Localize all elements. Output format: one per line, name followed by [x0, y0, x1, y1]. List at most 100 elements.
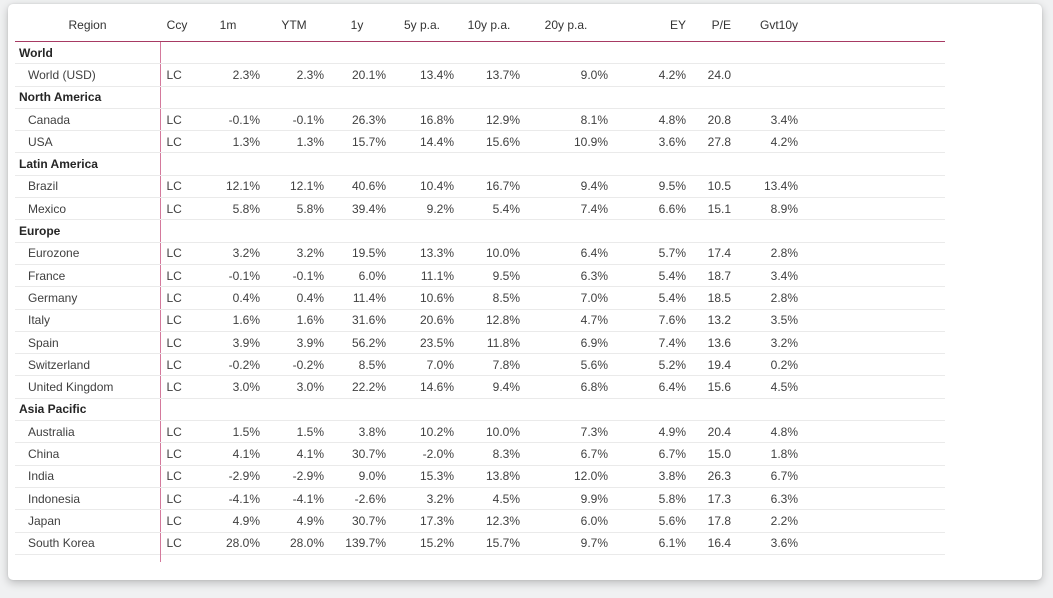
section-empty-cell: [194, 85, 262, 109]
value-cell: 4.9%: [610, 420, 688, 444]
value-cell: LC: [159, 465, 194, 488]
column-header-5y-p-a-: 5y p.a.: [388, 9, 456, 42]
value-cell: 9.5%: [610, 175, 688, 199]
table-body: World World (USD) LC 2.3% 2.3% 20.1% 13.4% 13.7…: [15, 40, 945, 555]
value-cell: 4.5%: [456, 487, 522, 511]
value-cell: 0.2%: [733, 353, 800, 377]
value-cell: 4.2%: [733, 130, 800, 154]
value-cell: 15.6: [688, 375, 733, 399]
spacer-cell: [800, 286, 945, 310]
section-empty-cell: [388, 219, 456, 243]
value-cell: 23.5%: [388, 331, 456, 355]
value-cell: 9.5%: [456, 264, 522, 288]
table-row: China LC 4.1% 4.1% 30.7% -2.0% 8.3% 6.7% 6.7% 15.…: [15, 442, 945, 466]
value-cell: 10.2%: [388, 420, 456, 444]
region-label: Australia: [15, 420, 160, 444]
value-cell: 9.2%: [388, 197, 456, 221]
region-label: France: [15, 264, 160, 288]
value-cell: 15.7%: [326, 130, 388, 154]
value-cell: 24.0: [688, 63, 733, 87]
value-cell: 1.6%: [194, 309, 262, 332]
table-row: Mexico LC 5.8% 5.8% 39.4% 9.2% 5.4% 7.4% 6.6% 15.…: [15, 197, 945, 221]
value-cell: 3.4%: [733, 264, 800, 288]
region-label: Japan: [15, 509, 160, 533]
value-cell: 10.4%: [388, 175, 456, 199]
value-cell: 40.6%: [326, 175, 388, 199]
value-cell: 12.8%: [456, 309, 522, 332]
value-cell: 56.2%: [326, 331, 388, 355]
value-cell: 16.8%: [388, 108, 456, 132]
spacer-cell: [800, 465, 945, 488]
column-header-spacer: [800, 9, 945, 42]
region-label: Italy: [15, 309, 160, 332]
section-empty-cell: [326, 219, 388, 243]
region-label: Germany: [15, 286, 160, 310]
value-cell: 6.6%: [610, 197, 688, 221]
value-cell: LC: [159, 264, 194, 288]
section-empty-cell: [262, 152, 326, 176]
table-row: Eurozone LC 3.2% 3.2% 19.5% 13.3% 10.0% 6.4% 5.7…: [15, 242, 945, 265]
value-cell: -2.0%: [388, 442, 456, 466]
value-cell: 4.5%: [733, 375, 800, 399]
column-header-ey: EY: [610, 9, 688, 42]
spacer-cell: [800, 509, 945, 533]
spacer-cell: [800, 130, 945, 154]
value-cell: 12.0%: [522, 465, 610, 488]
value-cell: LC: [159, 197, 194, 221]
spacer-cell: [800, 353, 945, 377]
section-empty-cell: [262, 85, 326, 109]
value-cell: 8.1%: [522, 108, 610, 132]
value-cell: -2.9%: [262, 465, 326, 488]
region-label: Mexico: [15, 197, 160, 221]
value-cell: 5.4%: [610, 264, 688, 288]
value-cell: -0.1%: [262, 108, 326, 132]
value-cell: LC: [159, 532, 194, 555]
section-empty-cell: [688, 40, 733, 65]
value-cell: 9.9%: [522, 487, 610, 511]
value-cell: LC: [159, 286, 194, 310]
table-row: USA LC 1.3% 1.3% 15.7% 14.4% 15.6% 10.9% 3.6% 27.…: [15, 130, 945, 154]
value-cell: LC: [159, 242, 194, 265]
spacer-cell: [800, 375, 945, 399]
value-cell: 39.4%: [326, 197, 388, 221]
value-cell: 8.3%: [456, 442, 522, 466]
spacer-cell: [800, 264, 945, 288]
section-empty-cell: [610, 40, 688, 65]
section-empty-cell: [800, 152, 945, 176]
value-cell: 8.5%: [326, 353, 388, 377]
value-cell: 31.6%: [326, 309, 388, 332]
value-cell: 9.7%: [522, 532, 610, 555]
value-cell: 5.8%: [610, 487, 688, 511]
table-row: United Kingdom LC 3.0% 3.0% 22.2% 14.6% 9.4% 6.…: [15, 375, 945, 399]
value-cell: 11.1%: [388, 264, 456, 288]
value-cell: 139.7%: [326, 532, 388, 555]
value-cell: 5.8%: [194, 197, 262, 221]
value-cell: 12.1%: [262, 175, 326, 199]
value-cell: LC: [159, 175, 194, 199]
column-header-ccy: Ccy: [160, 9, 194, 42]
section-empty-cell: [800, 219, 945, 243]
region-label: World (USD): [15, 63, 160, 87]
value-cell: LC: [159, 442, 194, 466]
value-cell: 5.6%: [610, 509, 688, 533]
region-label: China: [15, 442, 160, 466]
value-cell: 6.7%: [522, 442, 610, 466]
value-cell: 13.3%: [388, 242, 456, 265]
region-label: Brazil: [15, 175, 160, 199]
value-cell: 3.9%: [194, 331, 262, 355]
spacer-cell: [800, 487, 945, 511]
value-cell: 4.9%: [262, 509, 326, 533]
value-cell: 3.5%: [733, 309, 800, 332]
region-label: USA: [15, 130, 160, 154]
value-cell: 20.8: [688, 108, 733, 132]
value-cell: 14.4%: [388, 130, 456, 154]
value-cell: 1.8%: [733, 442, 800, 466]
value-cell: 13.8%: [456, 465, 522, 488]
value-cell: -4.1%: [262, 487, 326, 511]
value-cell: 6.7%: [610, 442, 688, 466]
value-cell: 10.9%: [522, 130, 610, 154]
value-cell: 4.1%: [262, 442, 326, 466]
value-cell: 12.3%: [456, 509, 522, 533]
column-rule-tail: [160, 554, 161, 562]
value-cell: LC: [159, 420, 194, 444]
